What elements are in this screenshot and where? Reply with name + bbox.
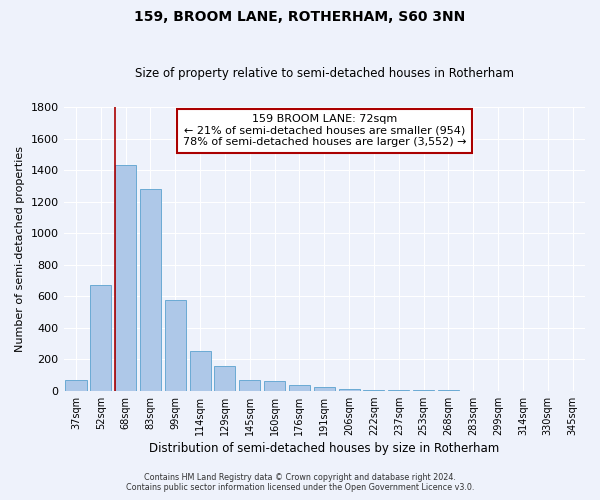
Bar [239,380,260,390]
Text: 159, BROOM LANE, ROTHERHAM, S60 3NN: 159, BROOM LANE, ROTHERHAM, S60 3NN [134,10,466,24]
Bar [214,366,235,390]
Bar [190,350,211,391]
Text: 159 BROOM LANE: 72sqm
← 21% of semi-detached houses are smaller (954)
78% of sem: 159 BROOM LANE: 72sqm ← 21% of semi-deta… [182,114,466,148]
Bar [165,300,186,390]
Y-axis label: Number of semi-detached properties: Number of semi-detached properties [15,146,25,352]
Bar [65,380,86,390]
Bar [90,285,112,391]
Bar [338,389,359,390]
Title: Size of property relative to semi-detached houses in Rotherham: Size of property relative to semi-detach… [135,66,514,80]
Bar [314,387,335,390]
Bar [264,381,285,390]
Text: Contains HM Land Registry data © Crown copyright and database right 2024.
Contai: Contains HM Land Registry data © Crown c… [126,473,474,492]
Bar [115,166,136,390]
Bar [289,385,310,390]
X-axis label: Distribution of semi-detached houses by size in Rotherham: Distribution of semi-detached houses by … [149,442,499,455]
Bar [140,189,161,390]
